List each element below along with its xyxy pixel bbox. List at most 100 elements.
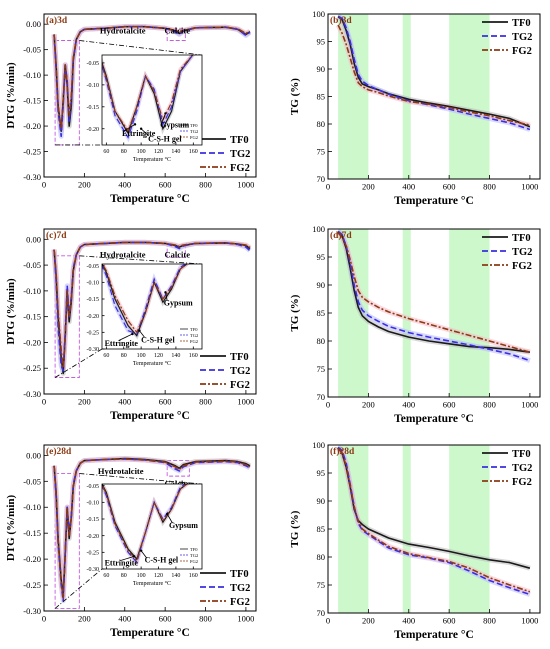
legend-label-TG2: TG2 xyxy=(512,247,532,258)
legend: TF0 TG2 FG2 xyxy=(200,135,250,174)
x-tick-label: 800 xyxy=(199,397,212,407)
region-annotation: Calcite xyxy=(165,250,191,260)
x-tick-label: 200 xyxy=(78,614,91,624)
inset-legend-label-FG2: FG2 xyxy=(190,559,198,564)
x-axis-label: Temperature °C xyxy=(110,193,190,205)
x-axis-label: Temperature °C xyxy=(394,195,474,207)
series-line-TG2 xyxy=(53,25,251,138)
y-tick-label: -0.30 xyxy=(23,606,41,616)
x-tick-label: 800 xyxy=(199,614,212,624)
x-tick-label: 600 xyxy=(443,182,456,192)
series-line-FG2 xyxy=(337,232,531,353)
y-axis-label: DTG (%/min) xyxy=(5,278,17,345)
y-tick-label: 100 xyxy=(312,440,325,450)
y-tick-label: 95 xyxy=(317,36,326,46)
x-tick-label: 1000 xyxy=(521,616,538,626)
legend-label-FG2: FG2 xyxy=(230,597,250,608)
inset-series-line-TF0 xyxy=(102,264,188,337)
inset-series-group xyxy=(102,484,191,567)
y-tick-label: 75 xyxy=(317,146,326,156)
legend-label-FG2: FG2 xyxy=(512,46,532,57)
temperature-range-shade xyxy=(402,445,411,613)
y-tick-label: -0.20 xyxy=(23,554,41,564)
x-tick-label: 0 xyxy=(42,614,46,624)
x-tick-label: 800 xyxy=(483,616,496,626)
legend-label-TG2: TG2 xyxy=(512,32,532,43)
x-tick-label: 60 xyxy=(103,149,109,155)
legend-label-FG2: FG2 xyxy=(230,380,250,391)
x-tick-label: 600 xyxy=(443,616,456,626)
x-tick-label: 1000 xyxy=(237,397,254,407)
inset-connector xyxy=(79,473,203,485)
x-tick-label: 400 xyxy=(402,400,415,410)
legend-label-TG2: TG2 xyxy=(230,366,250,377)
x-tick-label: 160 xyxy=(189,573,198,579)
y-tick-label: 80 xyxy=(317,336,326,346)
legend: TF0 TG2 FG2 xyxy=(482,449,532,488)
x-tick-label: 80 xyxy=(121,573,127,579)
x-tick-label: 200 xyxy=(362,616,375,626)
inset-legend-label-TF0: TF0 xyxy=(190,327,198,332)
x-tick-label: 140 xyxy=(171,149,180,155)
inset-peak-label: Ettringite xyxy=(105,558,139,567)
y-tick-label: -0.20 xyxy=(87,314,100,320)
inset-peak-label: C-S-H gel xyxy=(141,336,175,345)
legend-label-TF0: TF0 xyxy=(512,233,531,244)
x-tick-label: 160 xyxy=(189,149,198,155)
y-tick-label: 80 xyxy=(317,119,326,129)
region-annotation: Hydrotalcite xyxy=(100,26,146,36)
inset-arrow-head xyxy=(133,123,137,126)
x-tick-label: 400 xyxy=(402,182,415,192)
x-tick-label: 1000 xyxy=(521,182,538,192)
plot-frame xyxy=(101,483,203,570)
y-tick-label: -0.30 xyxy=(87,567,100,573)
temperature-range-shade xyxy=(449,229,490,397)
x-tick-label: 120 xyxy=(154,573,163,579)
inset-chart: 60 80 100 120 140 160 -0.05 -0.10 -0.15 -0.20 -0.2… xyxy=(54,473,203,609)
x-tick-label: 60 xyxy=(103,353,109,359)
inset-legend-label-TF0: TF0 xyxy=(190,547,198,552)
inset-arrow-head xyxy=(164,291,167,294)
inset-arrow xyxy=(161,113,166,123)
y-tick-label: -0.05 xyxy=(87,61,100,67)
inset-arrow xyxy=(118,333,133,342)
inset-connector xyxy=(79,255,203,265)
x-tick-label: 1000 xyxy=(521,400,538,410)
y-tick-label: -0.10 xyxy=(87,280,100,286)
y-tick-label: 75 xyxy=(317,580,326,590)
inset-peak-label: Gypsum xyxy=(160,120,189,129)
y-tick-label: -0.20 xyxy=(87,127,100,133)
inset-arrow-head xyxy=(139,127,143,130)
series-line-TG2 xyxy=(337,15,531,131)
series-line-TF0 xyxy=(337,231,531,353)
y-tick-label: 100 xyxy=(312,224,325,234)
x-tick-label: 160 xyxy=(189,353,198,359)
y-tick-label: -0.30 xyxy=(23,172,41,182)
panel-label: (c)7d xyxy=(46,230,67,241)
chart-panel-f: 0 200 400 600 800 1000 70 75 80 85 90 95 100 Temperat… xyxy=(289,440,541,641)
y-tick-label: 85 xyxy=(317,91,326,101)
y-tick-label: 0.00 xyxy=(26,450,41,460)
series-line-FG2 xyxy=(337,447,531,593)
inset-arrow xyxy=(140,550,147,558)
y-tick-label: -0.10 xyxy=(23,502,41,512)
y-tick-label: -0.10 xyxy=(23,286,41,296)
series-line-TF0 xyxy=(337,16,531,128)
y-tick-label: -0.10 xyxy=(23,70,41,80)
y-tick-label: 0.00 xyxy=(26,19,41,29)
legend-label-TF0: TF0 xyxy=(512,18,531,29)
panel-label: (f)28d xyxy=(330,446,355,457)
highlight-box xyxy=(54,473,80,609)
inset-arrow-head xyxy=(131,332,134,336)
y-tick-label: -0.15 xyxy=(23,528,41,538)
plot-frame xyxy=(101,54,203,146)
legend-label-TF0: TF0 xyxy=(230,569,249,580)
highlight-box xyxy=(166,460,190,477)
x-tick-label: 800 xyxy=(483,400,496,410)
legend: TF0 TG2 FG2 xyxy=(200,352,250,391)
y-tick-label: -0.20 xyxy=(23,337,41,347)
y-axis-label: DTG (%/min) xyxy=(5,495,17,562)
inset-connector xyxy=(79,40,203,56)
legend-label-FG2: FG2 xyxy=(512,477,532,488)
chart-panel-b: 0 200 400 600 800 1000 70 75 80 85 90 95 100 Temperat… xyxy=(289,9,541,207)
